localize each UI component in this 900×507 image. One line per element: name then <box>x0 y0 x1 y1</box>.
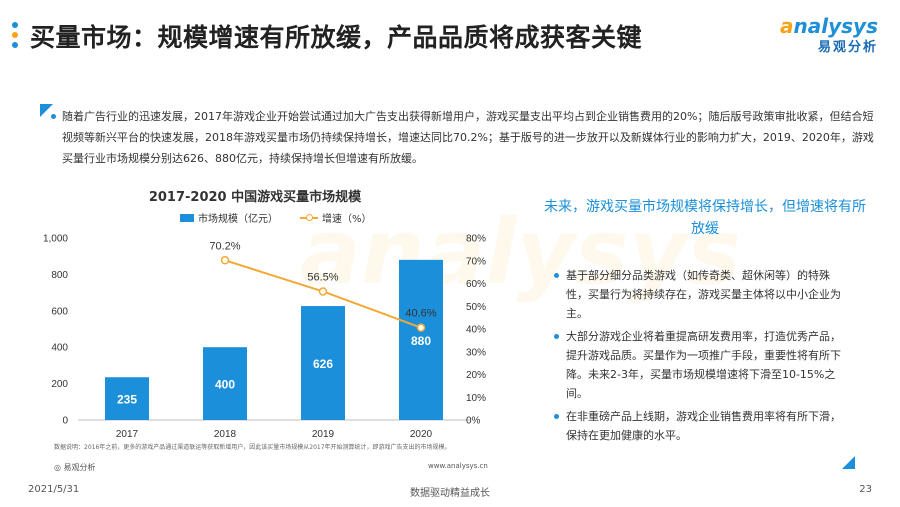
title-dot <box>12 32 18 38</box>
y-right-tick-label: 0% <box>466 416 481 427</box>
logo-a: a <box>780 14 794 38</box>
y-left-tick-label: 600 <box>51 306 68 317</box>
bar-2017 <box>105 377 149 420</box>
y-left-tick-label: 800 <box>51 270 68 281</box>
y-left-tick-label: 1,000 <box>43 234 68 245</box>
legend-line-swatch <box>300 214 318 222</box>
bar-value-label: 235 <box>117 393 137 407</box>
y-right-tick-label: 70% <box>466 256 486 267</box>
y-left-tick-label: 200 <box>51 379 68 390</box>
growth-value-label: 70.2% <box>209 240 240 252</box>
page-title: 买量市场：规模增速有所放缓，产品品质将成获客关键 <box>30 23 643 52</box>
chart-title: 2017-2020 中国游戏买量市场规模 <box>148 190 362 205</box>
side-point: 在非重磅产品上线期，游戏企业销售费用率将有所下滑，保持在更加健康的水平。 <box>554 407 844 445</box>
bar-value-label: 400 <box>215 378 235 392</box>
growth-value-label: 40.6% <box>405 308 436 320</box>
source-url: www.analysys.cn <box>428 462 488 470</box>
intro-text: 随着广告行业的迅速发展，2017年游戏企业开始尝试通过加大广告支出获得新增用户，… <box>62 110 874 165</box>
bar-value-label: 626 <box>313 357 333 371</box>
title-dot <box>12 22 18 28</box>
growth-point-2020 <box>416 323 426 332</box>
data-note: 数据说明：2016年之前，更多的游戏产品通过渠道联运等获取新增用户，因此该买量市… <box>54 444 451 451</box>
footer-date: 2021/5/31 <box>28 484 80 495</box>
side-points: 基于部分细分品类游戏（如传奇类、超休闲等）的特殊性，买量行为将持续存在，游戏买量… <box>554 266 844 449</box>
side-point: 大部分游戏企业将着重提高研发费用率，打造优秀产品，提升游戏品质。买量作为一项推广… <box>554 327 844 403</box>
y-left-tick-label: 0 <box>62 416 68 427</box>
title-dot <box>12 42 18 48</box>
y-right-tick-label: 40% <box>466 325 486 336</box>
intro-bullet <box>51 114 56 119</box>
title-dots <box>12 22 20 52</box>
corner-mark <box>842 456 855 469</box>
x-tick-label: 2020 <box>410 429 433 440</box>
y-right-tick-label: 80% <box>466 234 486 245</box>
bar-2018 <box>203 347 247 420</box>
y-right-tick-label: 20% <box>466 370 486 381</box>
x-tick-label: 2018 <box>214 429 237 440</box>
legend-bar-swatch <box>180 213 194 222</box>
logo-cn: 易观分析 <box>817 40 878 55</box>
x-tick-label: 2017 <box>116 429 139 440</box>
logo-en: nalysys <box>793 14 878 38</box>
side-title: 未来，游戏买量市场规模将保持增长，但增速将有所放缓 <box>544 199 866 237</box>
source-logo: ◎ 易观分析 <box>54 463 96 472</box>
y-right-tick-label: 30% <box>466 347 486 358</box>
intro-paragraph: 随着广告行业的迅速发展，2017年游戏企业开始尝试通过加大广告支出获得新增用户，… <box>51 106 882 169</box>
analysys-logo: analysys 易观分析 <box>768 14 878 55</box>
y-right-tick-label: 50% <box>466 302 486 313</box>
bar-2019 <box>301 306 345 420</box>
chart-legend: 市场规模（亿元） 增速（%） <box>180 210 372 225</box>
y-right-tick-label: 10% <box>466 393 486 404</box>
legend-bar-label: 市场规模（亿元） <box>198 214 278 225</box>
bar-2020 <box>399 259 443 420</box>
legend-line-label: 增速（%） <box>322 214 372 225</box>
footer-slogan: 数据驱动精益成长 <box>410 488 490 499</box>
growth-point-2018 <box>220 256 230 265</box>
y-left-tick-label: 400 <box>51 343 68 354</box>
growth-value-label: 56.5% <box>307 271 338 283</box>
page-number: 23 <box>859 484 872 495</box>
intro-corner-mark <box>40 104 53 117</box>
market-size-chart: 0 200 400 600 800 1,000 0% 10% 20% 30% 40% 50% 60% 70… <box>43 234 486 441</box>
bar-value-label: 880 <box>411 334 431 348</box>
x-tick-label: 2019 <box>312 429 335 440</box>
side-point: 基于部分细分品类游戏（如传奇类、超休闲等）的特殊性，买量行为将持续存在，游戏买量… <box>554 266 844 323</box>
y-right-tick-label: 60% <box>466 279 486 290</box>
growth-point-2019 <box>318 287 328 296</box>
